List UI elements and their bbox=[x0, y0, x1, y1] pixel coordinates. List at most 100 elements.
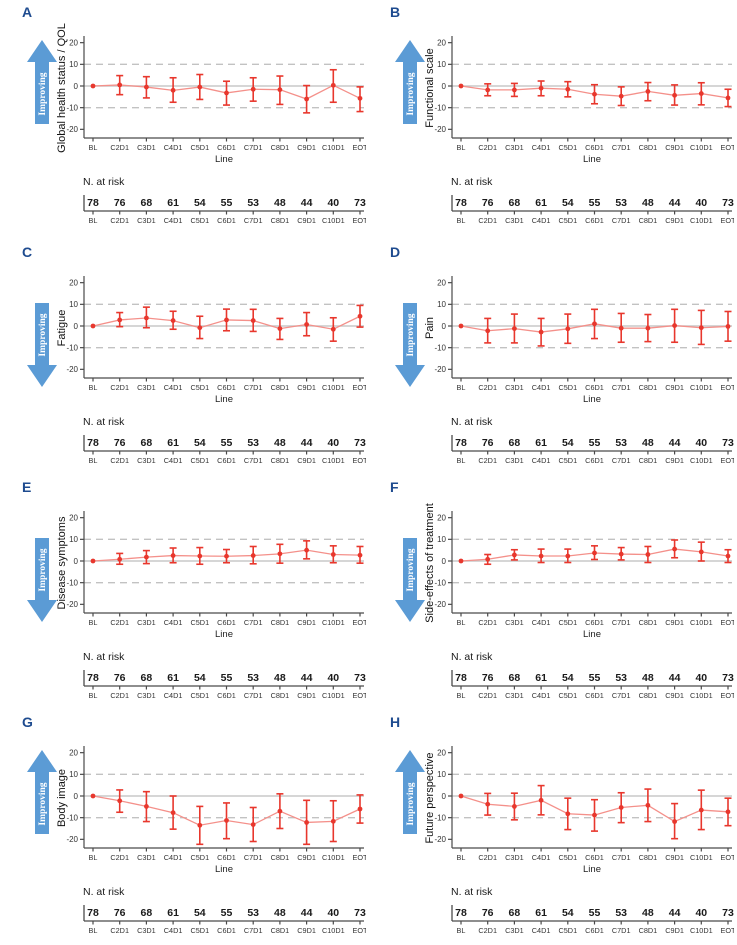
x-tick-label: C4D1 bbox=[164, 383, 183, 392]
panel-letter: A bbox=[22, 4, 33, 20]
n-at-risk-label: N. at risk bbox=[83, 651, 125, 663]
x-tick-label: C10D1 bbox=[690, 383, 713, 392]
mean-point bbox=[725, 95, 731, 101]
down-arrow-shape bbox=[27, 538, 57, 622]
n-at-risk-value: 40 bbox=[695, 437, 707, 449]
y-tick-label: -20 bbox=[434, 365, 446, 374]
improving-arrow-svg: Improving bbox=[27, 303, 57, 387]
n-at-risk-value: 48 bbox=[642, 437, 654, 449]
mean-point bbox=[645, 325, 651, 331]
panel-c: C Improving Fatigue 20 10 0 -10 -20 BL C2D1 C3D… bbox=[0, 240, 368, 475]
n-at-risk-value: 76 bbox=[114, 437, 126, 449]
mean-point bbox=[592, 812, 597, 818]
x-tick-label: C2D1 bbox=[478, 143, 497, 152]
x-tick-label: C10D1 bbox=[322, 618, 345, 627]
chart-global-health: 20 10 0 -10 -20 BL C2D1 C3D1 C4D1 C5D1 C6D1 C7D1 C8D… bbox=[64, 28, 366, 168]
n-at-risk-value: 54 bbox=[562, 672, 574, 684]
n-at-risk-value: 53 bbox=[615, 197, 627, 209]
mean-point bbox=[304, 547, 309, 553]
risk-tick-label: C3D1 bbox=[137, 456, 156, 465]
risk-tick-label: C9D1 bbox=[297, 926, 316, 935]
y-tick-label: 20 bbox=[69, 278, 78, 287]
risk-tick-label: C3D1 bbox=[505, 691, 524, 700]
n-at-risk-value: 73 bbox=[354, 197, 366, 209]
risk-tick-label: C2D1 bbox=[478, 216, 497, 225]
mean-point bbox=[250, 86, 256, 92]
risk-tick-label: BL bbox=[457, 456, 466, 465]
x-tick-label: BL bbox=[457, 853, 466, 862]
improving-up-arrow-icon: Improving bbox=[27, 750, 57, 834]
risk-tick-label: C4D1 bbox=[164, 456, 183, 465]
x-tick-label: C3D1 bbox=[137, 143, 156, 152]
risk-tick-label: C9D1 bbox=[297, 216, 316, 225]
n-at-risk-value: 44 bbox=[669, 907, 681, 919]
mean-point bbox=[357, 552, 363, 558]
risk-tick-label: C10D1 bbox=[322, 456, 345, 465]
improving-down-arrow-icon: Improving bbox=[395, 303, 425, 387]
mean-point bbox=[458, 83, 464, 89]
risk-tick-label: C4D1 bbox=[164, 216, 183, 225]
n-at-risk-value: 44 bbox=[669, 672, 681, 684]
n-at-risk-value: 68 bbox=[141, 672, 153, 684]
n-at-risk-table: 78 76 68 61 54 55 53 48 44 40 73 BL C2D1 C3D1 C4D1 C5D1… bbox=[432, 434, 734, 468]
y-tick-label: 0 bbox=[74, 557, 79, 566]
mean-point bbox=[90, 793, 96, 799]
n-at-risk-value: 68 bbox=[141, 197, 153, 209]
chart-svg-E: 20 10 0 -10 -20 BL C2D1 C3D1 C4D1 C5D1 C6D1 C7D1 C8D… bbox=[66, 511, 366, 640]
mean-point bbox=[592, 550, 597, 556]
x-axis-title: Line bbox=[215, 394, 233, 405]
n-at-risk-value: 68 bbox=[141, 907, 153, 919]
x-tick-label: C5D1 bbox=[558, 383, 577, 392]
mean-point bbox=[618, 551, 624, 557]
mean-point bbox=[357, 95, 363, 101]
n-at-risk-svg: 78 76 68 61 54 55 53 48 44 40 73 BL C2D1 C3D1 C4D1 C5D1… bbox=[83, 905, 366, 935]
n-at-risk-table: 78 76 68 61 54 55 53 48 44 40 73 BL C2D1 C3D1 C4D1 C5D1… bbox=[64, 904, 366, 938]
risk-tick-label: BL bbox=[89, 691, 98, 700]
n-at-risk-svg: 78 76 68 61 54 55 53 48 44 40 73 BL C2D1 C3D1 C4D1 C5D1… bbox=[83, 670, 366, 700]
improving-up-arrow-icon: Improving bbox=[395, 750, 425, 834]
x-tick-label: C9D1 bbox=[297, 143, 316, 152]
n-at-risk-value: 61 bbox=[535, 907, 547, 919]
y-tick-label: 0 bbox=[74, 82, 79, 91]
x-tick-label: C7D1 bbox=[612, 618, 631, 627]
n-at-risk-value: 61 bbox=[167, 197, 179, 209]
x-tick-label: C4D1 bbox=[164, 853, 183, 862]
risk-tick-label: C6D1 bbox=[585, 456, 604, 465]
x-tick-label: C3D1 bbox=[505, 618, 524, 627]
x-tick-label: EOT bbox=[721, 383, 735, 392]
mean-point bbox=[672, 546, 677, 552]
n-at-risk-table: 78 76 68 61 54 55 53 48 44 40 73 BL C2D1 C3D1 C4D1 C5D1… bbox=[64, 434, 366, 468]
mean-point bbox=[224, 553, 229, 559]
x-tick-label: C6D1 bbox=[217, 143, 236, 152]
x-axis-title: Line bbox=[583, 154, 601, 165]
risk-tick-label: C6D1 bbox=[217, 456, 236, 465]
risk-tick-label: BL bbox=[89, 926, 98, 935]
risk-tick-label: C8D1 bbox=[639, 926, 658, 935]
mean-point bbox=[698, 807, 704, 813]
mean-point bbox=[117, 317, 123, 323]
n-at-risk-value: 73 bbox=[354, 907, 366, 919]
x-tick-label: C3D1 bbox=[137, 383, 156, 392]
n-at-risk-label: N. at risk bbox=[451, 651, 493, 663]
x-tick-label: C10D1 bbox=[690, 618, 713, 627]
n-at-risk-value: 78 bbox=[87, 197, 99, 209]
x-tick-label: C6D1 bbox=[585, 383, 604, 392]
y-tick-label: 20 bbox=[437, 748, 446, 757]
y-tick-label: -10 bbox=[66, 343, 78, 352]
x-tick-label: C7D1 bbox=[612, 853, 631, 862]
n-at-risk-value: 73 bbox=[354, 437, 366, 449]
n-at-risk-value: 76 bbox=[482, 672, 494, 684]
improving-arrow-svg: Improving bbox=[27, 40, 57, 124]
y-tick-label: 20 bbox=[437, 38, 446, 47]
x-tick-label: EOT bbox=[721, 618, 735, 627]
mean-point bbox=[304, 96, 309, 102]
y-tick-label: -10 bbox=[66, 813, 78, 822]
n-at-risk-value: 73 bbox=[722, 197, 734, 209]
n-at-risk-value: 40 bbox=[695, 197, 707, 209]
risk-tick-label: EOT bbox=[721, 456, 735, 465]
x-tick-label: C5D1 bbox=[558, 853, 577, 862]
x-tick-label: C4D1 bbox=[532, 143, 551, 152]
n-at-risk-value: 54 bbox=[194, 437, 206, 449]
y-tick-label: -20 bbox=[66, 365, 78, 374]
x-axis-title: Line bbox=[583, 629, 601, 640]
